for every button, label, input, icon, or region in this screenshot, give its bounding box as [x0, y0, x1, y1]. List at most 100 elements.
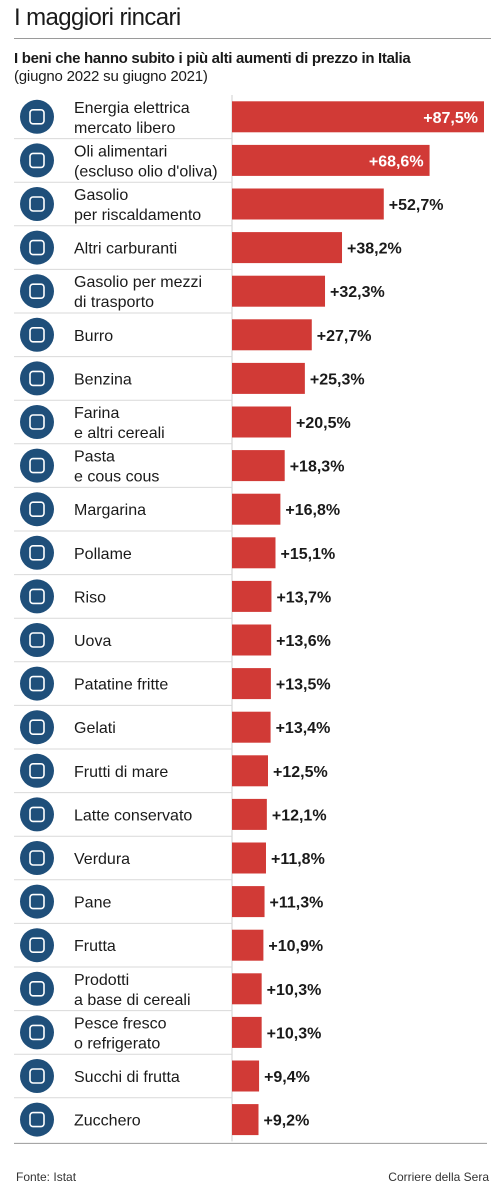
source-note: Fonte: Istat	[16, 1170, 77, 1184]
icon-shape	[29, 1024, 45, 1041]
ice-cream-icon	[20, 710, 54, 745]
power-pylon-icon	[20, 99, 54, 134]
category-label: Succhi di frutta	[74, 1069, 180, 1086]
value-label: +25,3%	[310, 371, 365, 388]
value-label: +10,9%	[268, 938, 323, 955]
category-label: Zucchero	[74, 1113, 141, 1130]
chart-subtitle: I beni che hanno subito i più alti aumen…	[14, 50, 411, 67]
value-label: +10,3%	[267, 982, 322, 999]
category-label: Latte conservato	[74, 807, 192, 824]
icon-shape	[29, 283, 45, 300]
butter-icon	[20, 317, 54, 352]
icon-shape	[29, 370, 45, 387]
category-label: Riso	[74, 589, 106, 606]
bar	[232, 493, 281, 525]
icon-shape	[29, 632, 45, 648]
icon-shape	[29, 544, 45, 561]
value-label: +11,3%	[270, 895, 324, 912]
icon-shape	[29, 1068, 45, 1084]
value-label: +18,3%	[290, 459, 345, 476]
bar	[232, 275, 326, 307]
icon-badge	[20, 753, 54, 788]
bar	[232, 1016, 262, 1048]
icon-badge	[20, 623, 54, 657]
sugar-icon	[20, 1102, 54, 1137]
value-label: +16,8%	[285, 502, 340, 519]
bread-icon	[20, 884, 54, 919]
icon-badge	[20, 492, 54, 527]
category-label: e cous cous	[74, 469, 159, 486]
bar	[232, 929, 264, 961]
value-label: +15,1%	[280, 546, 335, 563]
category-label: Gasolio per mezzi	[74, 274, 202, 291]
category-label: Burro	[74, 328, 113, 345]
icon-badge	[20, 928, 54, 963]
icon-shape	[29, 806, 45, 823]
icon-badge	[20, 971, 54, 1006]
value-label: +27,7%	[317, 328, 372, 345]
juice-icon	[20, 1059, 54, 1093]
category-label: (escluso olio d'oliva)	[74, 163, 218, 180]
bar	[232, 1104, 259, 1136]
icon-badge	[20, 230, 54, 265]
bar	[232, 973, 262, 1005]
fruit-icon	[20, 928, 54, 963]
title-divider	[14, 38, 491, 39]
chicken-icon	[20, 535, 54, 570]
category-label: Benzina	[74, 371, 132, 388]
icon-badge	[20, 405, 54, 439]
wheat-icon	[20, 405, 54, 439]
category-label: Oli alimentari	[74, 143, 167, 160]
value-label: +9,2%	[263, 1113, 309, 1130]
value-label: +9,4%	[264, 1069, 310, 1086]
bar	[232, 886, 265, 918]
value-label: +10,3%	[267, 1025, 322, 1042]
icon-shape	[29, 196, 45, 212]
category-label: Pasta	[74, 449, 115, 466]
icon-badge	[20, 143, 54, 178]
icon-shape	[29, 850, 45, 866]
icon-shape	[29, 109, 45, 125]
icon-shape	[29, 1111, 45, 1128]
bar	[232, 101, 484, 133]
category-label: o refrigerato	[74, 1035, 160, 1052]
category-label: mercato libero	[74, 120, 175, 137]
category-label: Frutti di mare	[74, 764, 168, 781]
icon-badge	[20, 797, 54, 832]
icon-shape	[29, 937, 45, 954]
category-label: Uova	[74, 633, 111, 650]
publisher-credit: Corriere della Sera	[388, 1170, 489, 1184]
icon-badge	[20, 1102, 54, 1137]
icon-badge	[20, 666, 54, 701]
icon-shape	[29, 326, 45, 343]
icon-badge	[20, 1015, 54, 1050]
bar	[232, 798, 267, 830]
truck-icon	[20, 274, 54, 309]
bar	[232, 144, 430, 176]
chart-period: (giugno 2022 su giugno 2021)	[14, 68, 208, 85]
rice-bowl-icon	[20, 579, 54, 614]
icon-shape	[29, 719, 45, 736]
category-label: Prodotti	[74, 972, 129, 989]
oil-bottle-icon	[20, 143, 54, 178]
icon-badge	[20, 710, 54, 745]
icon-badge	[20, 535, 54, 570]
category-label: per riscaldamento	[74, 207, 201, 224]
category-label: Pane	[74, 895, 111, 912]
pasta-icon	[20, 448, 54, 483]
icon-badge	[20, 448, 54, 483]
category-label: Margarina	[74, 502, 146, 519]
icon-shape	[29, 762, 45, 779]
category-label: Gasolio	[74, 187, 128, 204]
category-label: Patatine fritte	[74, 677, 168, 694]
icon-badge	[20, 579, 54, 614]
value-label: +12,5%	[273, 764, 328, 781]
value-label: +13,5%	[276, 677, 331, 694]
category-label: Farina	[74, 405, 119, 422]
icon-badge	[20, 884, 54, 919]
icon-shape	[29, 588, 45, 605]
bar	[232, 842, 266, 874]
icon-badge	[20, 361, 54, 396]
value-label: +68,6%	[369, 153, 424, 170]
category-label: Pollame	[74, 546, 132, 563]
